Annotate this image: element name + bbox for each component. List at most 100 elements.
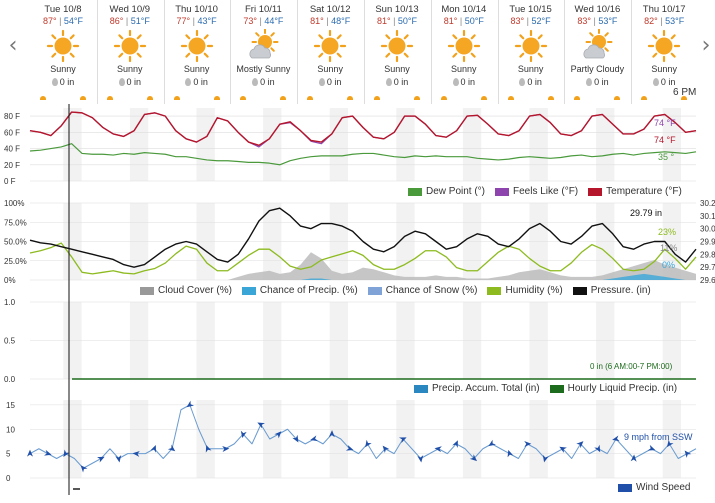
raindrop-icon	[252, 78, 259, 86]
sunset-marker-icon	[614, 96, 621, 100]
wind-direction-arrow-icon	[469, 454, 478, 462]
day-card[interactable]: Mon 10/14 81° | 50°F Sunny 0 in	[433, 0, 495, 104]
night-band	[662, 400, 682, 478]
sunrise-marker-icon	[641, 96, 648, 100]
night-band	[329, 400, 349, 478]
legend-pressure[interactable]: Pressure. (in)	[572, 285, 651, 296]
y-tick-label: 80 F	[4, 112, 20, 121]
night-band	[462, 108, 482, 181]
wind-direction-arrow-icon	[434, 446, 442, 453]
legend-cloud-cover[interactable]: Cloud Cover (%)	[140, 285, 232, 296]
cloud-cover-area	[30, 252, 696, 280]
day-card[interactable]: Wed 10/16 83° | 53°F Partly Cloudy 0 in	[566, 0, 628, 104]
legend-temperature[interactable]: Temperature (°F)	[588, 186, 682, 197]
day-date: Wed 10/9	[109, 4, 151, 15]
day-precip: 0 in	[433, 77, 495, 88]
sunrise-marker-icon	[374, 96, 380, 100]
low-temp: 54°F	[63, 16, 84, 26]
chevron-left-icon: ‹	[8, 32, 18, 58]
day-condition: Sunny	[517, 64, 544, 74]
day-condition: Sunny	[651, 64, 677, 74]
wind-direction-arrow-icon	[292, 434, 299, 443]
wind-direction-arrow-icon	[205, 444, 212, 453]
wind-direction-arrow-icon	[667, 439, 674, 448]
day-card[interactable]: Sun 10/13 81° | 50°F Sunny 0 in	[366, 0, 428, 104]
high-temp: 81°	[310, 16, 324, 26]
legend-hourly-precip[interactable]: Hourly Liquid Precip. (in)	[549, 383, 677, 394]
wind-direction-arrow-icon	[63, 449, 70, 458]
pressure-line	[29, 207, 697, 268]
legend-dew-point[interactable]: Dew Point (°)	[408, 186, 485, 197]
day-date: Thu 10/10	[175, 4, 218, 15]
day-temps: 86° | 51°F	[109, 16, 150, 26]
sun-icon	[514, 29, 548, 63]
sun-icon	[113, 29, 147, 63]
night-band	[462, 400, 482, 478]
day-temps: 82° | 53°F	[644, 16, 685, 26]
day-precip: 0 in	[232, 77, 294, 88]
low-temp: 50°F	[397, 16, 418, 26]
day-separator	[163, 0, 165, 104]
legend-precip-accum[interactable]: Precip. Accum. Total (in)	[414, 383, 540, 394]
low-temp: 50°F	[464, 16, 484, 26]
day-separator	[297, 0, 299, 104]
legend-humidity[interactable]: Humidity (%)	[487, 285, 563, 296]
day-temps: 73° | 44°F	[243, 16, 284, 26]
night-band	[196, 400, 215, 478]
raindrop-icon	[118, 78, 125, 86]
night-band	[63, 400, 82, 478]
day-condition: Sunny	[317, 64, 343, 74]
legend-feels-like[interactable]: Feels Like (°F)	[495, 186, 578, 197]
wind-direction-arrow-icon	[132, 450, 140, 457]
low-temp: 52°F	[531, 16, 551, 26]
sunset-marker-icon	[414, 96, 420, 100]
next-day-button[interactable]: ›	[697, 30, 715, 60]
wind-direction-arrow-icon	[559, 446, 567, 453]
wind-direction-arrow-icon	[150, 445, 156, 453]
night-band	[129, 108, 149, 181]
low-temp: 44°F	[264, 16, 284, 26]
legend-wind-speed[interactable]: Wind Speed	[618, 482, 690, 493]
wind-direction-arrow-icon	[97, 456, 105, 463]
wind-direction-arrow-icon	[684, 450, 692, 458]
day-condition: Sunny	[451, 64, 477, 74]
sunset-marker-icon	[681, 96, 688, 100]
prev-day-button[interactable]: ‹	[4, 30, 22, 60]
day-temps: 81° | 50°F	[443, 16, 484, 26]
legend-chance-precip[interactable]: Chance of Precip. (%)	[241, 285, 358, 296]
time-label: 6 PM	[673, 87, 697, 98]
wind-direction-arrow-icon	[80, 465, 88, 473]
wind-direction-arrow-icon	[186, 400, 195, 408]
day-card[interactable]: Thu 10/17 82° | 53°F Sunny 0 in	[633, 0, 695, 104]
day-card[interactable]: Tue 10/8 87° | 54°F Sunny 0 in	[32, 0, 94, 104]
day-date: Sat 10/12	[309, 4, 351, 15]
sunrise-marker-icon	[507, 96, 514, 100]
day-card[interactable]: Sat 10/12 81° | 48°F Sunny 0 in	[299, 0, 361, 104]
y-tick-label: 0%	[4, 276, 16, 285]
high-temp: 87°	[42, 16, 57, 26]
wind-direction-arrow-icon	[417, 455, 424, 463]
high-temp: 81°	[376, 16, 391, 26]
day-card[interactable]: Fri 10/11 73° | 44°F Mostly Sunny 0 in	[232, 0, 294, 104]
sunrise-marker-icon	[240, 96, 247, 100]
night-band	[529, 400, 548, 478]
wind-speed-line	[29, 404, 697, 469]
precip-total-readout: 0 in (6 AM:00-7 PM:00)	[590, 362, 673, 371]
sun-icon	[313, 29, 347, 63]
day-card[interactable]: Tue 10/15 83° | 52°F Sunny 0 in	[500, 0, 562, 104]
day-card[interactable]: Wed 10/9 86° | 51°F Sunny 0 in	[99, 0, 161, 104]
pressure-readout: 29.79 in	[630, 208, 662, 218]
day-condition: Sunny	[183, 64, 210, 74]
humidity-legend: Cloud Cover (%) Chance of Precip. (%) Ch…	[130, 285, 651, 296]
wind-direction-arrow-icon	[542, 454, 549, 463]
y-tick-right-label: 30.2	[700, 199, 715, 208]
wind-direction-arrow-icon	[274, 431, 282, 439]
day-card[interactable]: Thu 10/10 77° | 43°F Sunny 0 in	[166, 0, 228, 104]
sun-icon	[180, 29, 214, 63]
low-temp: 53°F	[598, 16, 618, 26]
sunset-marker-icon	[347, 96, 354, 100]
y-tick-label: 1.0	[4, 298, 16, 307]
day-date: Wed 10/16	[574, 4, 621, 15]
sunset-marker-icon	[280, 96, 287, 100]
legend-chance-snow[interactable]: Chance of Snow (%)	[367, 285, 477, 296]
